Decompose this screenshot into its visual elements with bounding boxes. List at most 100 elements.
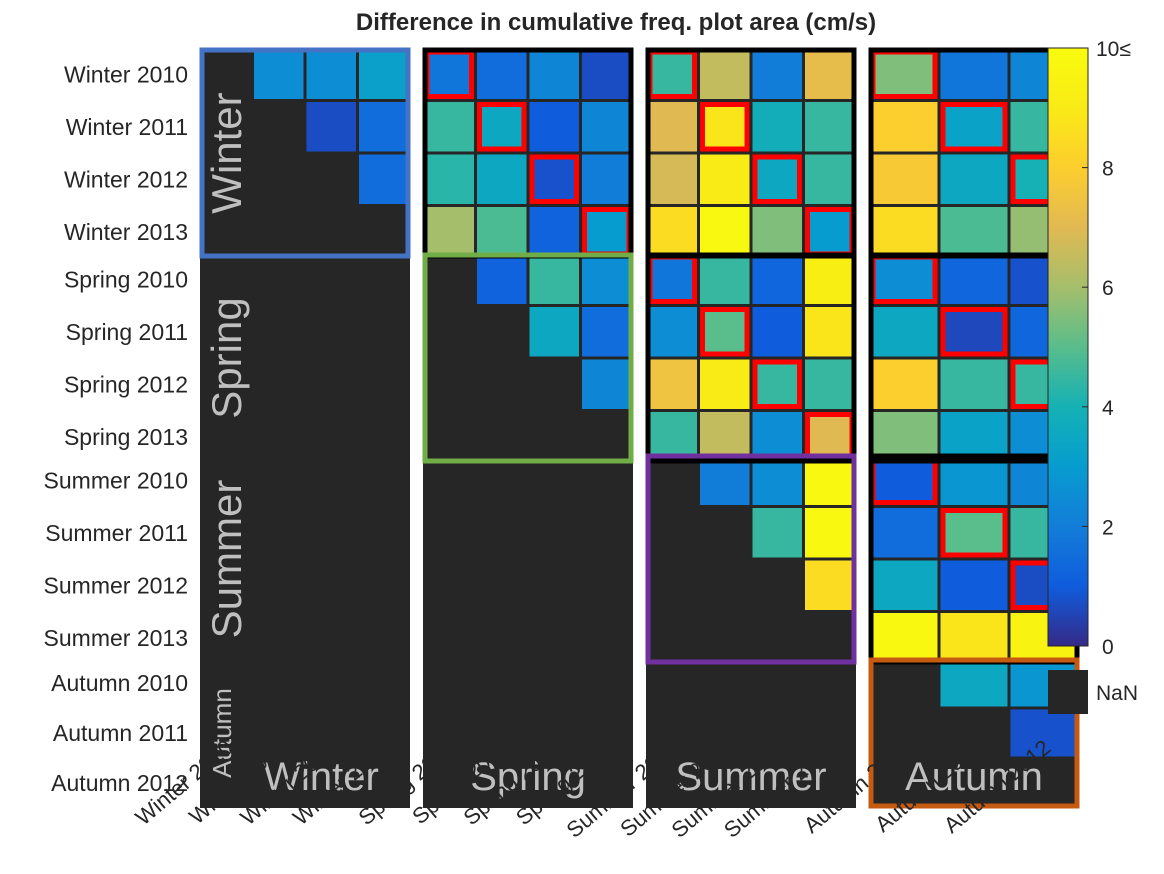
same-year-highlight [752,154,802,204]
block-background [423,454,633,664]
colorbar-tick-label: 2 [1102,516,1114,539]
heatmap-cell [751,101,803,153]
heatmap-cell [646,48,698,100]
heatmap-cell [646,358,698,410]
season-label-vertical: Autumn [207,688,237,778]
block-background [200,454,410,664]
heatmap-cell [476,253,528,305]
row-tick-label: Spring 2013 [64,424,188,450]
block-background [200,253,410,463]
nan-swatch [1048,670,1088,714]
heatmap-cell [581,153,633,205]
heatmap-cell [646,206,698,258]
row-tick-label: Winter 2012 [64,166,188,192]
heatmap-cell [699,206,751,258]
heatmap-cell [699,48,751,100]
heatmap-cell [581,206,633,258]
heatmap-cell [476,101,528,153]
heatmap-cell [804,253,856,305]
heatmap-cell [646,306,698,358]
heatmap-cell [869,153,939,205]
heatmap-cell [646,153,698,205]
heatmap-cell [358,101,410,153]
heatmap-cell [646,101,698,153]
colorbar-tick-label: 0 [1102,636,1114,659]
heatmap-cell [646,253,698,305]
heatmap-cell [869,206,939,258]
colorbar-tick-label: 6 [1102,277,1114,300]
heatmap-cell [804,206,856,258]
chart-title: Difference in cumulative freq. plot area… [356,9,876,36]
colorbar: 0 2 4 6 8 10≤ NaN [1047,38,1138,714]
heatmap-cell [804,101,856,153]
row-tick-label: Summer 2013 [44,625,188,651]
season-label-vertical: Winter [203,92,250,213]
heatmap-cell [358,48,410,100]
row-tick-label: Summer 2010 [44,467,188,493]
heatmap-cell [423,206,475,258]
row-tick-label: Spring 2010 [64,266,188,292]
diagonal-block-frame [422,252,634,464]
heatmap-cell [699,358,751,410]
row-tick-label: Winter 2013 [64,219,188,245]
heatmap-cell [939,206,1009,258]
season-label-horizontal: Winter [263,755,379,799]
heatmap-cell [869,48,939,100]
season-label-horizontal: Summer [675,755,826,799]
row-tick-label: Spring 2011 [66,319,188,345]
heatmap-cell [804,153,856,205]
heatmap-cell [751,306,803,358]
same-year-highlight [752,359,802,409]
heatmap-cell [804,507,856,559]
heatmap-cell [305,101,357,153]
block-background [423,658,633,808]
heatmap-cell [869,358,939,410]
heatmap-cell [751,48,803,100]
heatmap-cell [751,507,803,559]
heatmap-cell [699,101,751,153]
row-tick-label: Spring 2012 [64,371,188,397]
block-background [200,658,410,808]
heatmap-cell [581,358,633,410]
same-year-highlight [940,508,1008,558]
heatmap-cell [423,153,475,205]
row-tick-label: Autumn 2010 [51,670,188,696]
colorbar-top-label: 10≤ [1096,38,1131,61]
heatmap-cell [581,253,633,305]
diagonal-block-frame [645,453,857,665]
heatmap-cell [869,101,939,153]
row-tick-label: Summer 2012 [44,572,188,598]
row-tick-label: Summer 2011 [45,520,188,546]
heatmap-cell [699,253,751,305]
heatmap-cell [939,153,1009,205]
heatmap-cell [528,101,580,153]
heatmap-cell [804,306,856,358]
block-background [646,658,856,808]
heatmap-grid [199,47,1080,809]
heatmap-cell [751,253,803,305]
diagonal-block-frame [868,657,1080,809]
heatmap-cell [869,306,939,358]
heatmap-cell [869,612,939,664]
heatmap-cell [423,101,475,153]
colorbar-tick-label: 4 [1102,397,1114,420]
heatmap-cell [305,48,357,100]
heatmap-cell [939,612,1009,664]
heatmap-cell [528,153,580,205]
diagonal-block-frame [199,47,411,259]
same-year-highlight [700,307,750,357]
season-label-horizontal: Autumn [905,755,1043,799]
heatmap-cell [939,306,1009,358]
off-diagonal-block-frame [645,252,857,464]
season-label-horizontal: Spring [470,755,586,799]
same-year-highlight [940,102,1008,152]
heatmap-cell [699,306,751,358]
row-tick-label: Autumn 2012 [51,770,188,796]
colorbar-bar [1047,47,1089,647]
heatmap-cell [528,206,580,258]
row-tick-label: Winter 2010 [64,61,188,87]
same-year-highlight [477,102,527,152]
heatmap-cell [476,48,528,100]
heatmap-cell [804,48,856,100]
